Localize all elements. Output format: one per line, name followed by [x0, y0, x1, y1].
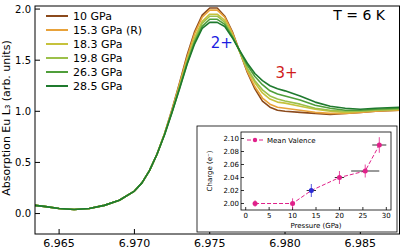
inset-plot-area [253, 137, 387, 209]
y-tick [35, 9, 40, 10]
chart: 6.965 6.970 6.975 6.980 6.985 0.0 0.5 1.0 1.5 2.0… [0, 0, 400, 250]
inset-x-tick [269, 207, 270, 210]
inset-x-tick [245, 207, 246, 210]
inset-y-tick [241, 164, 244, 165]
legend-label: 19.8 GPa [73, 52, 122, 65]
point [363, 169, 368, 174]
point [309, 188, 314, 193]
y-tick [35, 213, 40, 214]
inset-y-tick-label: 2.02 [223, 187, 239, 195]
annotation: 3+ [275, 64, 297, 82]
inset-x-tick-label: 25 [358, 212, 367, 220]
legend-label: 10 GPa [73, 10, 112, 23]
legend-label: 18.3 GPa [73, 38, 122, 51]
inset-box [197, 126, 397, 232]
annotation: 2+ [211, 34, 233, 52]
inset-y-tick-label: 2.00 [223, 200, 239, 208]
legend-swatch [46, 57, 68, 59]
inset-y-tick [241, 190, 244, 191]
y-tick-label: 1.5 [15, 55, 31, 66]
inset-y-tick-label: 2.06 [223, 161, 239, 169]
inset-x-tick-label: 20 [335, 212, 344, 220]
y-tick [35, 162, 40, 163]
y-tick-label: 1.0 [15, 106, 31, 117]
point [290, 201, 295, 206]
inset-y-title: Charge (e⁻) [206, 150, 214, 191]
inset-y-tick-label: 2.08 [223, 148, 239, 156]
inset-x-tick [339, 207, 340, 210]
inset-y-tick [241, 138, 244, 139]
y-tick [35, 60, 40, 61]
title: T = 6 K [332, 7, 386, 23]
inset-y-tick [241, 203, 244, 204]
legend-swatch [46, 15, 68, 17]
point [377, 143, 382, 148]
inset-x-title: Pressure (GPa) [290, 222, 341, 230]
inset-y-tick-label: 2.10 [223, 135, 239, 143]
inset-x-tick [362, 207, 363, 210]
x-tick [134, 229, 135, 234]
legend-label: 26.3 GPa [73, 66, 122, 79]
point [337, 175, 342, 180]
inset-x-tick-label: 0 [243, 212, 247, 220]
x-tick-label: 6.980 [269, 237, 301, 250]
legend-marker [253, 138, 257, 142]
legend-swatch [46, 29, 68, 31]
legend-swatch [46, 71, 68, 73]
inset-y-tick [241, 177, 244, 178]
point [253, 201, 258, 206]
y-tick-label: 2.0 [15, 4, 31, 15]
page: {"chart_data": [ {"type": "line", "title… [0, 0, 400, 250]
inset-legend: Mean Valence [247, 137, 316, 145]
y-tick-label: 0.0 [15, 208, 31, 219]
inset-x-tick [316, 207, 317, 210]
legend-swatch [46, 43, 68, 45]
x-tick [59, 229, 60, 234]
valence-line [255, 145, 379, 204]
y-tick-label: 0.5 [15, 157, 31, 168]
legend-label: 15.3 GPa (R) [73, 24, 142, 37]
x-tick-label: 6.985 [345, 237, 377, 250]
legend-swatch [46, 85, 68, 87]
inset-y-tick-label: 2.04 [223, 174, 239, 182]
inset-frame [241, 132, 391, 210]
inset-x-tick-label: 5 [267, 212, 271, 220]
inset-x-tick-label: 10 [288, 212, 297, 220]
x-tick-label: 6.970 [119, 237, 151, 250]
legend-label: 28.5 GPa [73, 80, 122, 93]
y-axis-title: Absorption Eu L₃ (arb. units) [0, 40, 13, 195]
inset-x-tick-label: 15 [312, 212, 321, 220]
inset-y-tick [241, 151, 244, 152]
x-tick-label: 6.965 [43, 237, 75, 250]
inset-x-tick [386, 207, 387, 210]
y-tick [35, 111, 40, 112]
legend: 10 GPa15.3 GPa (R)18.3 GPa19.8 GPa26.3 G… [46, 10, 142, 93]
plot-frame [35, 6, 400, 234]
x-tick-label: 6.975 [194, 237, 226, 250]
legend-label: Mean Valence [267, 137, 316, 145]
inset-x-tick-label: 30 [382, 212, 391, 220]
